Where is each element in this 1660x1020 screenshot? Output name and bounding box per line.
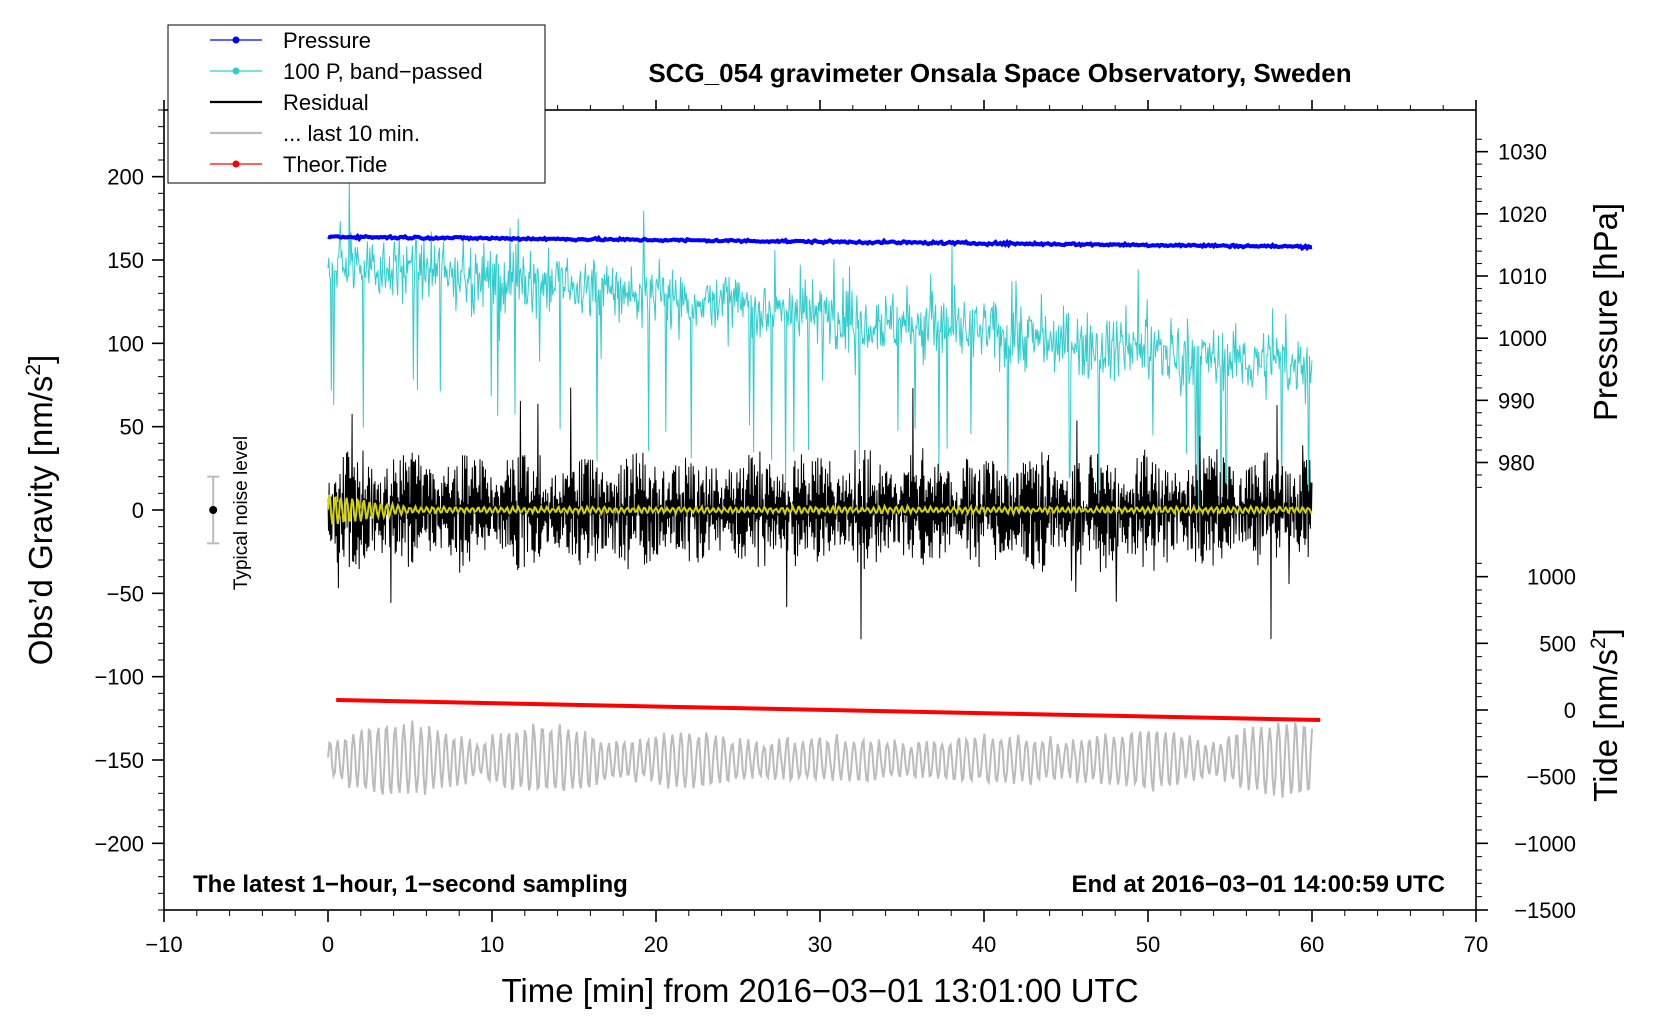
y-tide-tick-label: 0	[1564, 698, 1576, 723]
y-tide-tick-label: −1000	[1514, 831, 1576, 856]
x-tick-label: 0	[322, 932, 334, 957]
legend-marker	[232, 67, 240, 75]
legend-entries: Pressure 100 P, band−passed Residual ... la…	[210, 28, 483, 177]
legend-box	[167, 24, 546, 184]
y-left-tick-label: −100	[94, 665, 144, 690]
pressure-line	[327, 232, 1313, 252]
x-tick-label: 10	[480, 932, 504, 957]
legend-label: Residual	[283, 90, 369, 115]
axes-layer: −10 0 10 20 30 40 50 60 70200150100500−50−100−15…	[94, 100, 1576, 957]
y-tide-tick-label: −1500	[1514, 898, 1576, 923]
legend-marker	[232, 160, 240, 168]
noise-center-dot	[209, 506, 218, 514]
x-tick-label: 20	[644, 932, 668, 957]
y-tide-tick-label: 1000	[1527, 565, 1576, 590]
y-pressure-tick-label: 1000	[1498, 326, 1547, 351]
theoretical-tide-line	[336, 698, 1321, 722]
x-tick-label: −10	[145, 932, 182, 957]
y-axis-label-tide-sup: 2	[1587, 637, 1610, 649]
legend: Pressure 100 P, band−passed Residual ... la…	[167, 24, 546, 184]
x-axis-label: Time [min] from 2016−03−01 13:01:00 UTC	[501, 972, 1138, 1009]
y-left-tick-label: 150	[107, 248, 144, 273]
y-left-tick-label: −150	[94, 748, 144, 773]
legend-label: Pressure	[283, 28, 371, 53]
y-left-tick-label: 50	[120, 415, 144, 440]
bandpassed-pressure-line	[327, 178, 1313, 528]
legend-label: Theor.Tide	[283, 152, 387, 177]
x-tick-label: 40	[972, 932, 996, 957]
y-axis-label-tide-main: Tide [nm/s	[1587, 649, 1624, 802]
y-pressure-tick-label: 980	[1498, 451, 1535, 476]
y-tide-tick-label: −500	[1526, 765, 1576, 790]
y-left-tick-label: 0	[132, 498, 144, 523]
y-axis-label-left: Obs’d Gravity [nm/s2]	[22, 355, 59, 666]
x-tick-label: 60	[1300, 932, 1324, 957]
y-left-tick-label: 200	[107, 165, 144, 190]
x-tick-label: 50	[1136, 932, 1160, 957]
y-axis-label-tide-tail: ]	[1587, 628, 1624, 637]
y-axis-label-pressure: Pressure [hPa]	[1587, 203, 1624, 421]
last-10-min-line	[327, 720, 1313, 798]
y-left-tick-label: −200	[94, 831, 144, 856]
annotation-bottom-left: The latest 1−hour, 1−second sampling	[193, 871, 628, 898]
legend-marker	[232, 36, 240, 44]
y-axis-label-tide: Tide [nm/s2]	[1587, 628, 1624, 802]
annotation-bottom-right: End at 2016−03−01 14:00:59 UTC	[1071, 871, 1445, 898]
y-left-tick-label: 100	[107, 331, 144, 356]
y-axis-label-left-tail: ]	[22, 355, 59, 364]
y-tide-tick-label: 500	[1539, 631, 1576, 656]
y-pressure-tick-label: 1020	[1498, 202, 1547, 227]
noise-indicator	[207, 475, 220, 545]
residual-smoothed-line	[327, 494, 1313, 525]
residual-line	[327, 387, 1313, 640]
series-layer	[327, 178, 1321, 798]
y-pressure-tick-label: 990	[1498, 388, 1535, 413]
noise-level-label: Typical noise level	[231, 436, 252, 590]
y-pressure-tick-label: 1030	[1498, 140, 1547, 165]
x-tick-label: 70	[1464, 932, 1488, 957]
y-left-tick-label: −50	[107, 581, 144, 606]
chart-title: SCG_054 gravimeter Onsala Space Observat…	[648, 58, 1351, 88]
legend-label: ... last 10 min.	[283, 121, 420, 146]
y-axis-label-left-sup: 2	[22, 364, 45, 376]
y-pressure-tick-label: 1010	[1498, 264, 1547, 289]
x-tick-label: 30	[808, 932, 832, 957]
legend-label: 100 P, band−passed	[283, 59, 483, 84]
y-axis-label-left-main: Obs’d Gravity [nm/s	[22, 376, 59, 666]
